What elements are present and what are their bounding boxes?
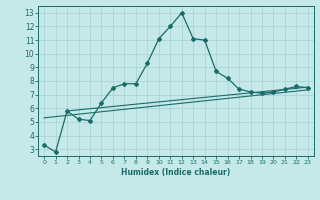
X-axis label: Humidex (Indice chaleur): Humidex (Indice chaleur) bbox=[121, 168, 231, 177]
